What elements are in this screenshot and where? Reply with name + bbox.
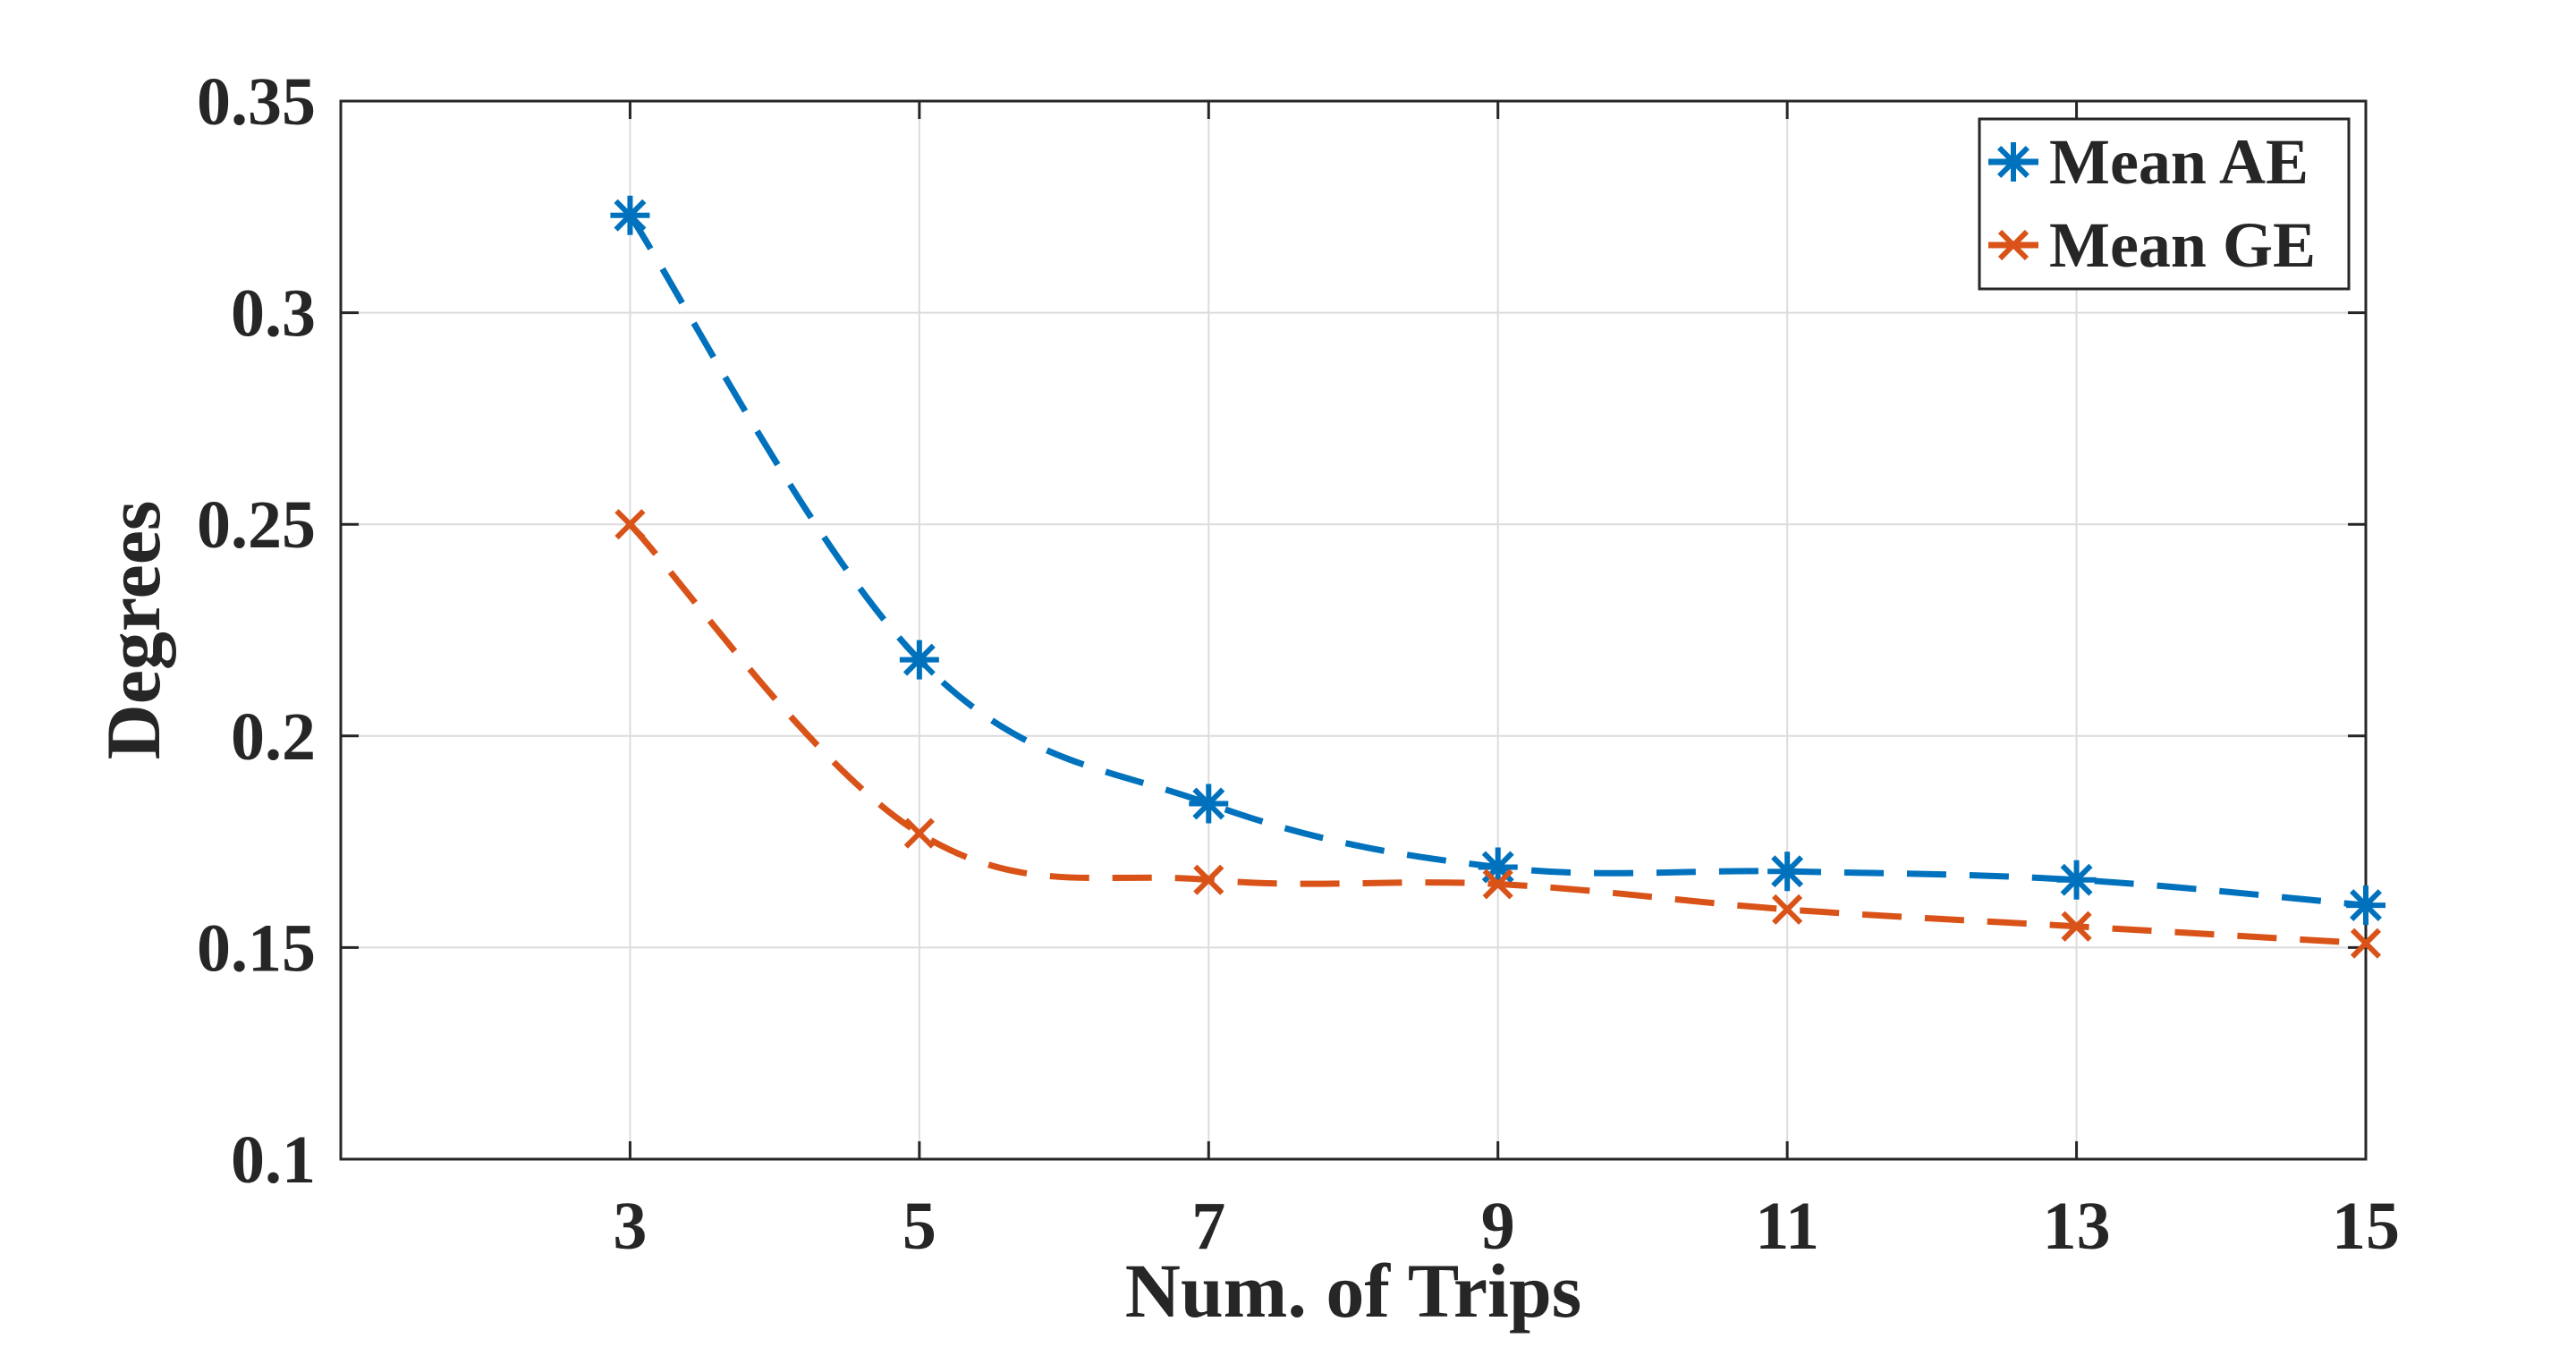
data-point <box>2056 860 2097 900</box>
legend-marker <box>1994 142 2033 182</box>
data-point <box>1772 894 1803 925</box>
data-point <box>1193 864 1224 895</box>
marker-stroke <box>1997 146 2029 178</box>
x-tick-label: 15 <box>2332 1189 2400 1264</box>
marker-stroke <box>903 818 935 849</box>
series-lines <box>610 195 2385 959</box>
series-line <box>627 521 2367 947</box>
data-point <box>1189 784 1229 824</box>
series-mean-ae <box>610 195 2385 926</box>
data-point <box>2346 885 2385 926</box>
data-point <box>614 509 646 540</box>
data-point <box>610 195 650 235</box>
series-line <box>627 213 2367 909</box>
y-axis-label: Degrees <box>90 501 176 760</box>
marker-stroke <box>614 509 646 540</box>
legend-label: Mean GE <box>2049 209 2316 281</box>
legend-item: Mean GE <box>1988 209 2316 281</box>
marker-stroke <box>1772 894 1803 925</box>
x-tick-label: 11 <box>1755 1189 1819 1264</box>
legend-marker <box>1997 229 2029 261</box>
plot-area-frame <box>339 99 2368 1161</box>
marker-stroke <box>1997 229 2029 261</box>
x-tick-label: 7 <box>1191 1189 1225 1264</box>
x-tick-label: 5 <box>902 1189 936 1264</box>
marker-stroke <box>2061 911 2092 942</box>
marker-stroke <box>2350 889 2382 922</box>
legend-label: Mean AE <box>2049 126 2309 198</box>
marker-stroke <box>1771 855 1804 888</box>
marker-stroke <box>2060 863 2093 896</box>
y-tick-label: 0.35 <box>197 64 316 140</box>
data-point <box>899 640 939 680</box>
data-point <box>1767 851 1808 892</box>
x-tick-label: 3 <box>613 1189 647 1264</box>
data-point <box>2061 911 2092 942</box>
data-point <box>2350 928 2382 959</box>
axes <box>339 99 2368 1161</box>
series-mean-ge <box>614 509 2382 959</box>
y-tick-label: 0.25 <box>197 487 316 563</box>
legend-item: Mean AE <box>1988 126 2309 198</box>
y-tick-label: 0.3 <box>231 276 316 352</box>
x-tick-label: 9 <box>1481 1189 1515 1264</box>
marker-stroke <box>902 643 936 676</box>
y-tick-label: 0.1 <box>231 1122 316 1198</box>
marker-stroke <box>1193 864 1224 895</box>
marker-stroke <box>1192 787 1225 820</box>
data-point <box>903 818 935 849</box>
y-tick-label: 0.15 <box>197 911 316 986</box>
marker-stroke <box>614 199 647 232</box>
tick-labels: 3 5 7 9 11 13 15 0.1 0.15 0.2 0.25 0.3 0.35 <box>197 64 2400 1264</box>
marker-stroke <box>1482 868 1513 900</box>
legend-box <box>1978 117 2351 291</box>
data-point <box>1482 868 1513 900</box>
marker-stroke <box>2350 928 2382 959</box>
legend: Mean AE Mean GE <box>1978 117 2351 291</box>
y-tick-label: 0.2 <box>231 699 316 775</box>
x-axis-label: Num. of Trips <box>1125 1248 1582 1334</box>
x-tick-label: 13 <box>2043 1189 2111 1264</box>
